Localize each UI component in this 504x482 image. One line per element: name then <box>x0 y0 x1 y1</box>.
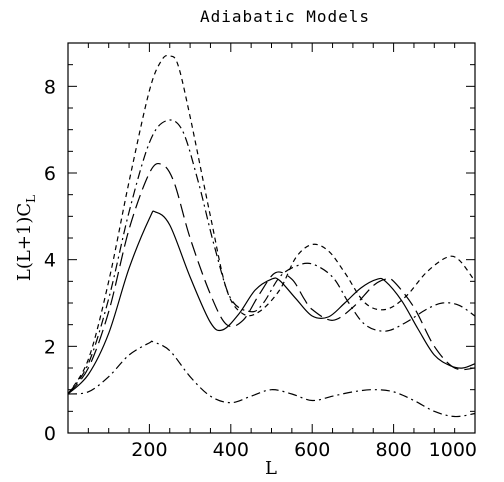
x-tick-label: 800 <box>375 439 411 461</box>
series-line-4 <box>67 54 476 395</box>
chart-title: Adiabatic Models <box>200 7 370 26</box>
y-ticks: 0 2 4 6 8 <box>44 64 475 445</box>
x-axis-label: L <box>265 458 277 479</box>
x-tick-label: 200 <box>131 439 167 461</box>
y-tick-label: 2 <box>44 336 56 358</box>
series-line-1 <box>67 210 476 395</box>
y-tick-label: 8 <box>44 76 56 98</box>
y-axis-label-subscript: L <box>24 195 38 203</box>
y-tick-label: 0 <box>44 423 56 445</box>
x-tick-label: 600 <box>294 439 330 461</box>
x-tick-label: 1000 <box>429 439 477 461</box>
y-axis-label-main: L(L+1)C <box>14 203 35 281</box>
y-axis-label-text: L(L+1)CL <box>14 195 38 281</box>
plot-frame <box>67 42 476 434</box>
y-tick-label: 4 <box>44 250 56 272</box>
series-line-2 <box>67 162 476 395</box>
y-axis-label: L(L+1)CL <box>14 195 38 281</box>
x-tick-label: 400 <box>213 439 249 461</box>
series-layer <box>67 54 476 418</box>
x-ticks: 200 400 600 800 1000 <box>87 43 477 461</box>
y-tick-label: 6 <box>44 163 56 185</box>
series-line-5 <box>67 340 476 418</box>
series-line-3 <box>67 119 476 395</box>
